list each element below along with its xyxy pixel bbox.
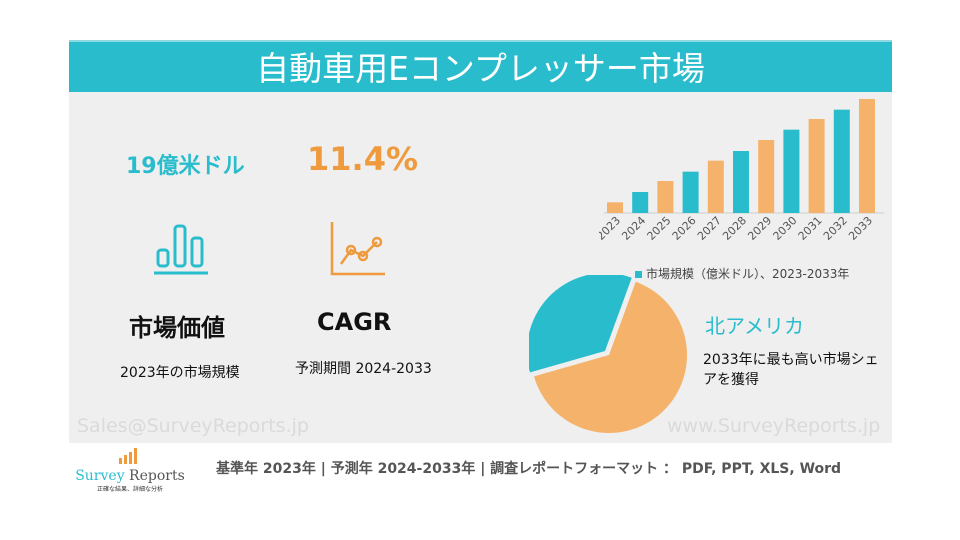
chart-legend: 市場規模（億米ドル）、2023-2033年 [635, 265, 849, 282]
logo-tagline: 正確な結果、詳細な分析 [96, 486, 163, 493]
tick-label: 2032 [821, 214, 850, 243]
tick-label: 2025 [645, 214, 674, 243]
legend-label: 市場規模（億米ドル）、2023-2033年 [646, 267, 850, 281]
tick-label: 2026 [670, 214, 699, 243]
bar-2033 [859, 99, 875, 213]
tick-label: 2027 [695, 214, 724, 243]
cagr-value: 11.4% [307, 140, 419, 178]
market-value: 19億米ドル [126, 154, 245, 179]
infographic: 自動車用Eコンプレッサー市場 19億米ドル 11.4% 市場価値 CAGR 20… [69, 40, 892, 443]
tick-label: 2033 [846, 214, 875, 243]
bar-2026 [682, 171, 699, 213]
bar-chart: 2023202420252026202720282029203020312032… [599, 99, 884, 243]
region-title: 北アメリカ [705, 314, 804, 338]
page-title: 自動車用Eコンプレッサー市場 [69, 40, 892, 92]
watermark-email: Sales@SurveyReports.jp [77, 415, 309, 437]
bar-2030 [783, 129, 800, 213]
legend-swatch [635, 271, 642, 278]
bar-2032 [833, 109, 850, 213]
pie-chart [529, 275, 687, 433]
bar-2028 [733, 151, 749, 213]
tick-label: 2028 [720, 214, 749, 243]
pie-slice-1 [529, 275, 632, 373]
tick-label: 2024 [619, 214, 648, 243]
bar-2027 [707, 160, 724, 213]
bar-2025 [657, 181, 674, 213]
pie-slice-0 [534, 281, 687, 433]
logo: Survey Reports 正確な結果、詳細な分析 [75, 448, 185, 493]
cagr-label: CAGR [317, 308, 392, 336]
tick-label: 2023 [599, 214, 623, 243]
tick-label: 2030 [771, 214, 800, 243]
watermark-url: www.SurveyReports.jp [667, 415, 881, 437]
market-sub: 2023年の市場規模 [120, 365, 240, 381]
bar-2024 [632, 192, 649, 213]
bar-chart-icon [154, 224, 208, 275]
footer-info: 基準年 2023年 | 予測年 2024-2033年 | 調査レポートフォーマッ… [216, 461, 842, 477]
logo-name2: Reports [124, 468, 185, 484]
cagr-sub: 予測期間 2024-2033 [295, 361, 432, 377]
market-label: 市場価値 [129, 314, 225, 342]
logo-bars-icon [119, 448, 137, 464]
logo-name: Survey [75, 468, 125, 484]
bar-2023 [607, 202, 623, 213]
tick-label: 2031 [796, 214, 825, 243]
line-chart-icon [330, 222, 385, 276]
bar-2031 [808, 119, 825, 213]
tick-label: 2029 [745, 214, 774, 243]
region-desc: 2033年に最も高い市場シェアを獲得 [703, 352, 879, 388]
bar-2029 [758, 140, 775, 213]
